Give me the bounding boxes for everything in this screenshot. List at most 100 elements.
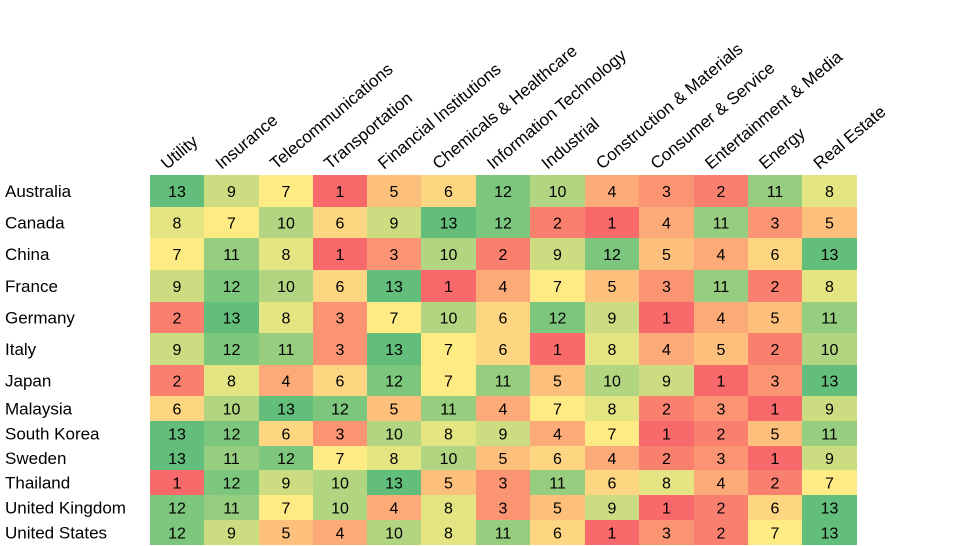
cell-value-label: 2	[717, 526, 726, 543]
heatmap-cell	[150, 365, 204, 396]
row-label: Thailand	[5, 474, 70, 493]
cell-value-label: 8	[282, 247, 291, 264]
cell-value-label: 9	[499, 427, 508, 444]
cell-value-label: 5	[771, 311, 780, 328]
cell-value-label: 1	[662, 311, 671, 328]
heatmap-cell	[530, 520, 585, 545]
heatmap-cell	[150, 207, 204, 238]
cell-value-label: 3	[336, 311, 345, 328]
heatmap-cell	[204, 421, 259, 446]
heatmap-cell	[694, 365, 748, 396]
cell-value-label: 10	[603, 374, 621, 391]
heatmap-cell	[748, 421, 802, 446]
heatmap-cell	[150, 396, 204, 421]
cell-value-label: 4	[499, 279, 508, 296]
heatmap-cell	[259, 365, 313, 396]
heatmap-cell	[259, 495, 313, 520]
cell-value-label: 6	[499, 342, 508, 359]
row-label: United Kingdom	[5, 499, 126, 518]
cell-value-label: 11	[223, 247, 240, 264]
cell-value-label: 8	[173, 216, 182, 233]
cell-value-label: 10	[549, 184, 567, 201]
cell-value-label: 12	[168, 526, 186, 543]
heatmap-cell	[204, 470, 259, 495]
cell-value-label: 8	[444, 526, 453, 543]
heatmap-cell	[476, 270, 530, 302]
cell-value-label: 4	[608, 451, 617, 468]
cell-value-label: 9	[608, 311, 617, 328]
cell-value-label: 12	[549, 311, 567, 328]
heatmap-cell	[694, 520, 748, 545]
heatmap-cell	[476, 446, 530, 470]
heatmap-cell	[259, 270, 313, 302]
cell-value-label: 11	[440, 402, 457, 419]
heatmap-cell	[530, 270, 585, 302]
cell-value-label: 9	[553, 247, 562, 264]
cell-value-label: 13	[168, 427, 186, 444]
cell-value-label: 5	[390, 402, 399, 419]
heatmap-cell	[313, 270, 367, 302]
heatmap-cell	[204, 302, 259, 333]
heatmap-cell	[421, 270, 476, 302]
heatmap-cell	[585, 421, 639, 446]
cell-value-label: 7	[825, 476, 834, 493]
cell-value-label: 1	[717, 374, 726, 391]
cell-value-label: 7	[390, 311, 399, 328]
cell-value-label: 12	[168, 501, 186, 518]
cell-value-label: 8	[444, 501, 453, 518]
heatmap-cell	[802, 207, 857, 238]
heatmap-cell	[204, 396, 259, 421]
heatmap-cell	[259, 520, 313, 545]
heatmap-cell	[585, 333, 639, 365]
heatmap-cell	[694, 175, 748, 207]
row-label: France	[5, 277, 58, 296]
heatmap-cell	[367, 446, 421, 470]
cell-value-label: 4	[336, 526, 345, 543]
cell-value-label: 12	[603, 247, 621, 264]
cell-value-label: 7	[771, 526, 780, 543]
heatmap-cell	[748, 175, 802, 207]
cell-value-label: 5	[771, 427, 780, 444]
heatmap-cell	[259, 207, 313, 238]
heatmap-cell	[748, 302, 802, 333]
cell-value-label: 13	[168, 184, 186, 201]
heatmap-cell	[204, 446, 259, 470]
heatmap-cell	[476, 520, 530, 545]
heatmap-cell	[313, 495, 367, 520]
heatmap-cell	[476, 470, 530, 495]
cell-value-label: 11	[223, 501, 240, 518]
heatmap-cell	[694, 396, 748, 421]
cell-value-label: 8	[825, 184, 834, 201]
heatmap-cell	[313, 175, 367, 207]
cell-value-label: 6	[336, 374, 345, 391]
cell-value-label: 6	[553, 526, 562, 543]
heatmap-cell	[802, 421, 857, 446]
heatmap-cell	[421, 238, 476, 270]
heatmap-cell	[530, 207, 585, 238]
heatmap-cell	[476, 333, 530, 365]
cell-value-label: 5	[662, 247, 671, 264]
heatmap-cell	[204, 365, 259, 396]
heatmap-cell	[530, 238, 585, 270]
heatmap-cell	[802, 520, 857, 545]
column-labels: Utility InsuranceTelecommunicationsTransp…	[157, 39, 889, 173]
cell-value-label: 8	[608, 402, 617, 419]
heatmap-cell	[313, 333, 367, 365]
heatmap-cell	[367, 396, 421, 421]
cell-value-label: 2	[771, 279, 780, 296]
cell-value-label: 5	[390, 184, 399, 201]
heatmap-cell	[802, 175, 857, 207]
heatmap-cell	[530, 396, 585, 421]
cell-value-label: 13	[168, 451, 186, 468]
cell-value-label: 4	[390, 501, 399, 518]
heatmap-cell	[530, 302, 585, 333]
row-label: Canada	[5, 214, 65, 233]
heatmap-cell	[421, 520, 476, 545]
cell-value-label: 3	[390, 247, 399, 264]
heatmap-cell	[313, 470, 367, 495]
heatmap-cell	[367, 302, 421, 333]
cell-value-label: 1	[336, 184, 345, 201]
heatmap-cell	[204, 175, 259, 207]
cell-value-label: 7	[553, 402, 562, 419]
cell-value-label: 13	[223, 311, 241, 328]
